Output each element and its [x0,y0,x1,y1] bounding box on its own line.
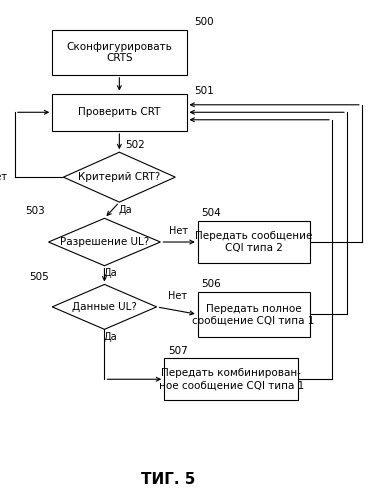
Polygon shape [52,284,157,329]
Text: Нет: Нет [167,291,187,301]
Text: 505: 505 [29,272,48,282]
FancyBboxPatch shape [52,94,186,131]
Text: 502: 502 [125,140,145,150]
Text: 504: 504 [201,208,221,219]
Text: Да: Да [103,332,117,342]
Text: Передать полное
сообщение CQI типа 1: Передать полное сообщение CQI типа 1 [192,303,315,325]
Text: Передать комбинирован-
ное сообщение CQI типа 1: Передать комбинирован- ное сообщение CQI… [159,368,304,390]
Text: Да: Да [103,268,117,278]
Text: ΤИГ. 5: ΤИГ. 5 [141,472,195,487]
FancyBboxPatch shape [198,292,310,337]
Text: 501: 501 [194,86,214,96]
Text: Сконфигурировать
CRTS: Сконфигурировать CRTS [66,41,172,63]
FancyBboxPatch shape [198,221,310,263]
Text: Нет: Нет [169,226,189,236]
FancyBboxPatch shape [52,30,186,75]
Text: Да: Да [118,205,132,215]
Text: Критерий CRT?: Критерий CRT? [78,172,160,182]
Text: 500: 500 [194,17,214,27]
FancyBboxPatch shape [164,358,298,400]
Text: 506: 506 [201,279,221,289]
Text: 507: 507 [168,345,188,356]
Text: 503: 503 [25,206,45,216]
Polygon shape [48,219,160,265]
Text: Проверить CRT: Проверить CRT [78,107,160,117]
Text: Нет: Нет [0,172,7,182]
Text: Данные UL?: Данные UL? [72,302,137,312]
Text: Передать сообщение
CQI типа 2: Передать сообщение CQI типа 2 [195,231,312,253]
Polygon shape [63,152,175,202]
Text: Разрешение UL?: Разрешение UL? [60,237,149,247]
